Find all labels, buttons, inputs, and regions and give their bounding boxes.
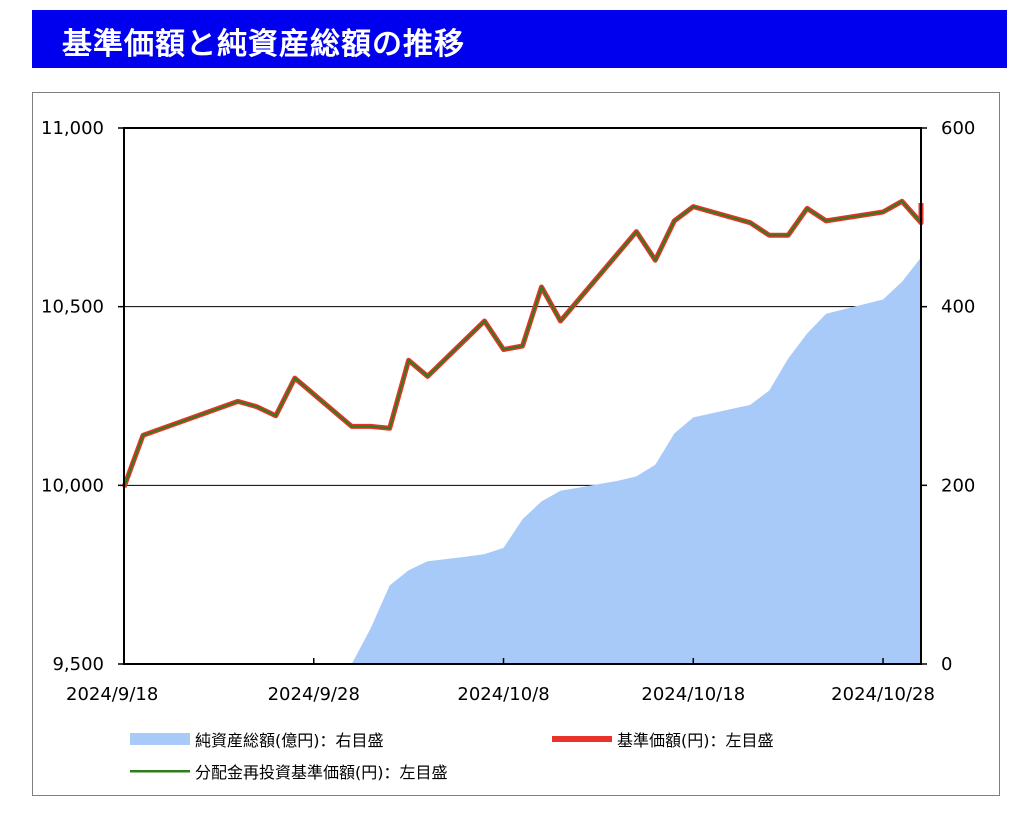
x-tick-label: 2024/10/8 [457, 684, 549, 705]
chart-frame [32, 92, 1000, 796]
legend-label-nav: 基準価額(円)：左目盛 [617, 731, 774, 750]
y-left-tick-label: 10,000 [41, 475, 104, 496]
legend-label-reinvest: 分配金再投資基準価額(円)：左目盛 [195, 763, 448, 782]
y-left-tick-label: 9,500 [52, 654, 104, 675]
series-net-assets-area [124, 244, 921, 664]
title-bar: 基準価額と純資産総額の推移 [32, 10, 1007, 68]
y-right-tick-label: 600 [941, 118, 975, 139]
page-title: 基準価額と純資産総額の推移 [62, 27, 465, 62]
legend-swatch-net-assets [130, 733, 190, 745]
series-reinvest-line [123, 200, 922, 488]
x-tick-label: 2024/10/28 [831, 684, 935, 705]
x-tick-label: 2024/9/28 [268, 684, 360, 705]
y-right-tick-label: 400 [941, 297, 975, 318]
y-left-tick-label: 11,000 [41, 118, 104, 139]
legend-swatch-reinvest [130, 770, 190, 773]
x-tick-label: 2024/9/18 [66, 684, 158, 705]
y-right-tick-label: 200 [941, 475, 975, 496]
legend-label-net-assets: 純資産総額(億円)：右目盛 [195, 731, 384, 750]
y-left-tick-label: 10,500 [41, 297, 104, 318]
plot-border [123, 127, 922, 665]
x-tick-label: 2024/10/18 [641, 684, 745, 705]
y-right-tick-label: 0 [941, 654, 952, 675]
legend-swatch-nav [552, 736, 612, 742]
